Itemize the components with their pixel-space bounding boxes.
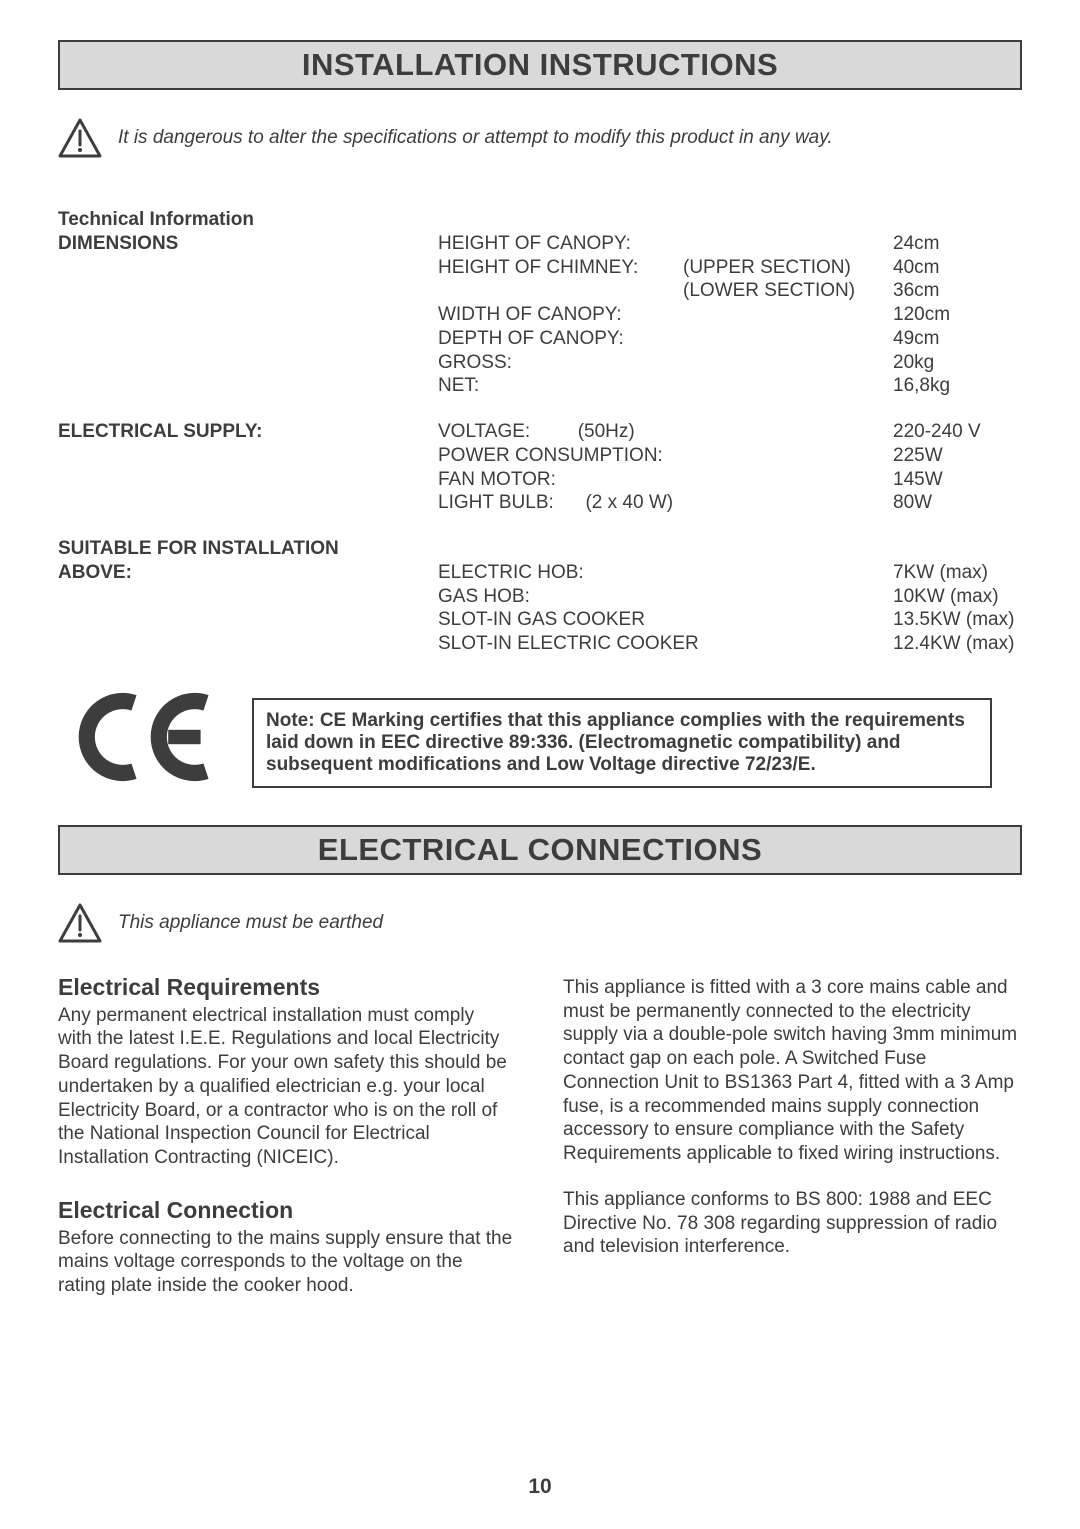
spec-val: 10KW (max) — [893, 585, 1023, 609]
warning-icon — [58, 903, 102, 943]
spec-val: 49cm — [893, 327, 1023, 351]
spec-mid — [683, 351, 893, 375]
dimensions-label: DIMENSIONS — [58, 232, 438, 256]
spec-val: 36cm — [893, 279, 1023, 303]
spec-key: SLOT-IN GAS COOKER — [438, 608, 683, 632]
technical-information-label: Technical Information — [58, 208, 1022, 232]
suitable-label-2: ABOVE: — [58, 561, 438, 585]
technical-information-block: Technical Information DIMENSIONS HEIGHT … — [58, 208, 1022, 656]
electrical-supply-group: ELECTRICAL SUPPLY: VOLTAGE: (50Hz) 220-2… — [58, 420, 1022, 515]
spec-val: 24cm — [893, 232, 1023, 256]
spec-val: 12.4KW (max) — [893, 632, 1023, 656]
spec-mid — [683, 327, 893, 351]
warning-text-1: It is dangerous to alter the specificati… — [118, 127, 833, 149]
body-columns: Electrical Requirements Any permanent el… — [58, 943, 1022, 1298]
spec-mid: (UPPER SECTION) — [683, 256, 893, 280]
spec-val: 145W — [893, 468, 1023, 492]
spec-mid — [683, 374, 893, 398]
spec-key: POWER CONSUMPTION: — [438, 444, 683, 468]
spec-val: 80W — [893, 491, 1023, 515]
electrical-connection-body: Before connecting to the mains supply en… — [58, 1227, 513, 1298]
suitable-label-1: SUITABLE FOR INSTALLATION — [58, 537, 438, 561]
electrical-requirements-body: Any permanent electrical installation mu… — [58, 1004, 513, 1170]
spec-key: GROSS: — [438, 351, 683, 375]
ce-block: Note: CE Marking certifies that this app… — [58, 692, 1022, 795]
electrical-supply-label: ELECTRICAL SUPPLY: — [58, 420, 438, 444]
spec-key: DEPTH OF CANOPY: — [438, 327, 683, 351]
spec-val: 120cm — [893, 303, 1023, 327]
dimensions-group: DIMENSIONS HEIGHT OF CANOPY: 24cm HEIGHT… — [58, 232, 1022, 398]
spec-key: NET: — [438, 374, 683, 398]
spec-key: ELECTRIC HOB: — [438, 561, 683, 585]
spec-val: 225W — [893, 444, 1023, 468]
right-col-p2: This appliance conforms to BS 800: 1988 … — [563, 1188, 1018, 1259]
spec-key: WIDTH OF CANOPY: — [438, 303, 683, 327]
spec-key: LIGHT BULB: (2 x 40 W) — [438, 491, 683, 515]
spec-key: FAN MOTOR: — [438, 468, 683, 492]
spec-key: GAS HOB: — [438, 585, 683, 609]
warning-row-1: It is dangerous to alter the specificati… — [58, 118, 1022, 158]
ce-note-box: Note: CE Marking certifies that this app… — [252, 698, 992, 788]
warning-text-2: This appliance must be earthed — [118, 912, 383, 934]
section-banner-electrical: ELECTRICAL CONNECTIONS — [58, 825, 1022, 875]
electrical-connection-heading: Electrical Connection — [58, 1196, 513, 1225]
section-banner-installation: INSTALLATION INSTRUCTIONS — [58, 40, 1022, 90]
warning-row-2: This appliance must be earthed — [58, 903, 1022, 943]
spec-key — [438, 279, 683, 303]
warning-icon — [58, 118, 102, 158]
spec-mid — [683, 232, 893, 256]
spec-val: 13.5KW (max) — [893, 608, 1023, 632]
spec-val: 7KW (max) — [893, 561, 1023, 585]
spec-key: HEIGHT OF CHIMNEY: — [438, 256, 683, 280]
spec-val: 20kg — [893, 351, 1023, 375]
electrical-requirements-heading: Electrical Requirements — [58, 973, 513, 1002]
spec-val: 40cm — [893, 256, 1023, 280]
spec-val: 16,8kg — [893, 374, 1023, 398]
page-number: 10 — [0, 1475, 1080, 1499]
spec-mid — [683, 303, 893, 327]
ce-mark-icon — [58, 692, 228, 795]
spec-val: 220-240 V — [893, 420, 1023, 444]
spec-key: HEIGHT OF CANOPY: — [438, 232, 683, 256]
right-col-p1: This appliance is fitted with a 3 core m… — [563, 976, 1018, 1166]
spec-mid: (LOWER SECTION) — [683, 279, 893, 303]
spec-key: SLOT-IN ELECTRIC COOKER — [438, 632, 893, 656]
spec-key: VOLTAGE: (50Hz) — [438, 420, 683, 444]
suitable-group: SUITABLE FOR INSTALLATION ABOVE: ELECTRI… — [58, 537, 1022, 656]
